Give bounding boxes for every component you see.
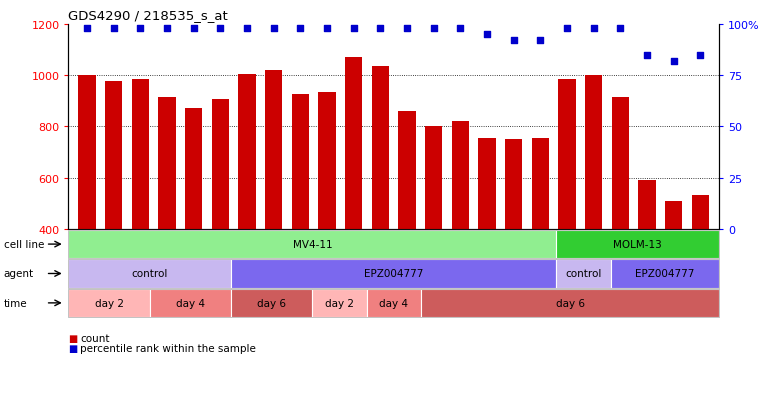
Bar	[265, 71, 282, 229]
Point	[401, 26, 413, 32]
Bar	[425, 127, 442, 229]
Point	[108, 26, 120, 32]
Text: percentile rank within the sample: percentile rank within the sample	[80, 343, 256, 353]
Point	[481, 32, 493, 38]
Point	[667, 58, 680, 65]
Bar	[399, 112, 416, 229]
Point	[295, 26, 307, 32]
Point	[215, 26, 227, 32]
Point	[694, 52, 706, 59]
Bar	[665, 202, 683, 229]
Bar	[692, 196, 709, 229]
Text: day 4: day 4	[379, 298, 409, 308]
Text: count: count	[80, 333, 110, 343]
Point	[508, 38, 520, 45]
Point	[348, 26, 360, 32]
Text: day 2: day 2	[325, 298, 354, 308]
Point	[428, 26, 440, 32]
Point	[161, 26, 174, 32]
Text: MOLM-13: MOLM-13	[613, 240, 662, 249]
Bar	[532, 138, 549, 229]
Bar	[78, 76, 96, 229]
Bar	[638, 180, 656, 229]
Bar	[585, 76, 603, 229]
Text: day 4: day 4	[176, 298, 205, 308]
Text: EPZ004777: EPZ004777	[635, 269, 695, 279]
Point	[321, 26, 333, 32]
Text: EPZ004777: EPZ004777	[364, 269, 424, 279]
Bar	[185, 109, 202, 229]
Bar	[158, 97, 176, 229]
Point	[587, 26, 600, 32]
Point	[454, 26, 466, 32]
Point	[268, 26, 280, 32]
Point	[561, 26, 573, 32]
Text: control: control	[565, 269, 602, 279]
Bar	[479, 138, 496, 229]
Bar	[238, 75, 256, 229]
Point	[641, 52, 653, 59]
Bar	[505, 140, 523, 229]
Text: ■: ■	[68, 343, 78, 353]
Text: GDS4290 / 218535_s_at: GDS4290 / 218535_s_at	[68, 9, 228, 22]
Bar	[452, 122, 469, 229]
Text: cell line: cell line	[4, 240, 44, 249]
Text: day 2: day 2	[94, 298, 123, 308]
Text: day 6: day 6	[257, 298, 286, 308]
Point	[81, 26, 94, 32]
Bar	[105, 82, 123, 229]
Text: ■: ■	[68, 333, 78, 343]
Text: time: time	[4, 298, 27, 308]
Bar	[319, 93, 336, 229]
Bar	[132, 80, 149, 229]
Text: day 6: day 6	[556, 298, 584, 308]
Point	[241, 26, 253, 32]
Point	[374, 26, 387, 32]
Text: agent: agent	[4, 269, 34, 279]
Text: MV4-11: MV4-11	[293, 240, 333, 249]
Point	[614, 26, 626, 32]
Bar	[291, 95, 309, 229]
Bar	[372, 67, 389, 229]
Point	[135, 26, 147, 32]
Bar	[345, 58, 362, 229]
Point	[188, 26, 200, 32]
Bar	[612, 97, 629, 229]
Bar	[212, 100, 229, 229]
Text: control: control	[132, 269, 168, 279]
Point	[534, 38, 546, 45]
Bar	[559, 80, 576, 229]
